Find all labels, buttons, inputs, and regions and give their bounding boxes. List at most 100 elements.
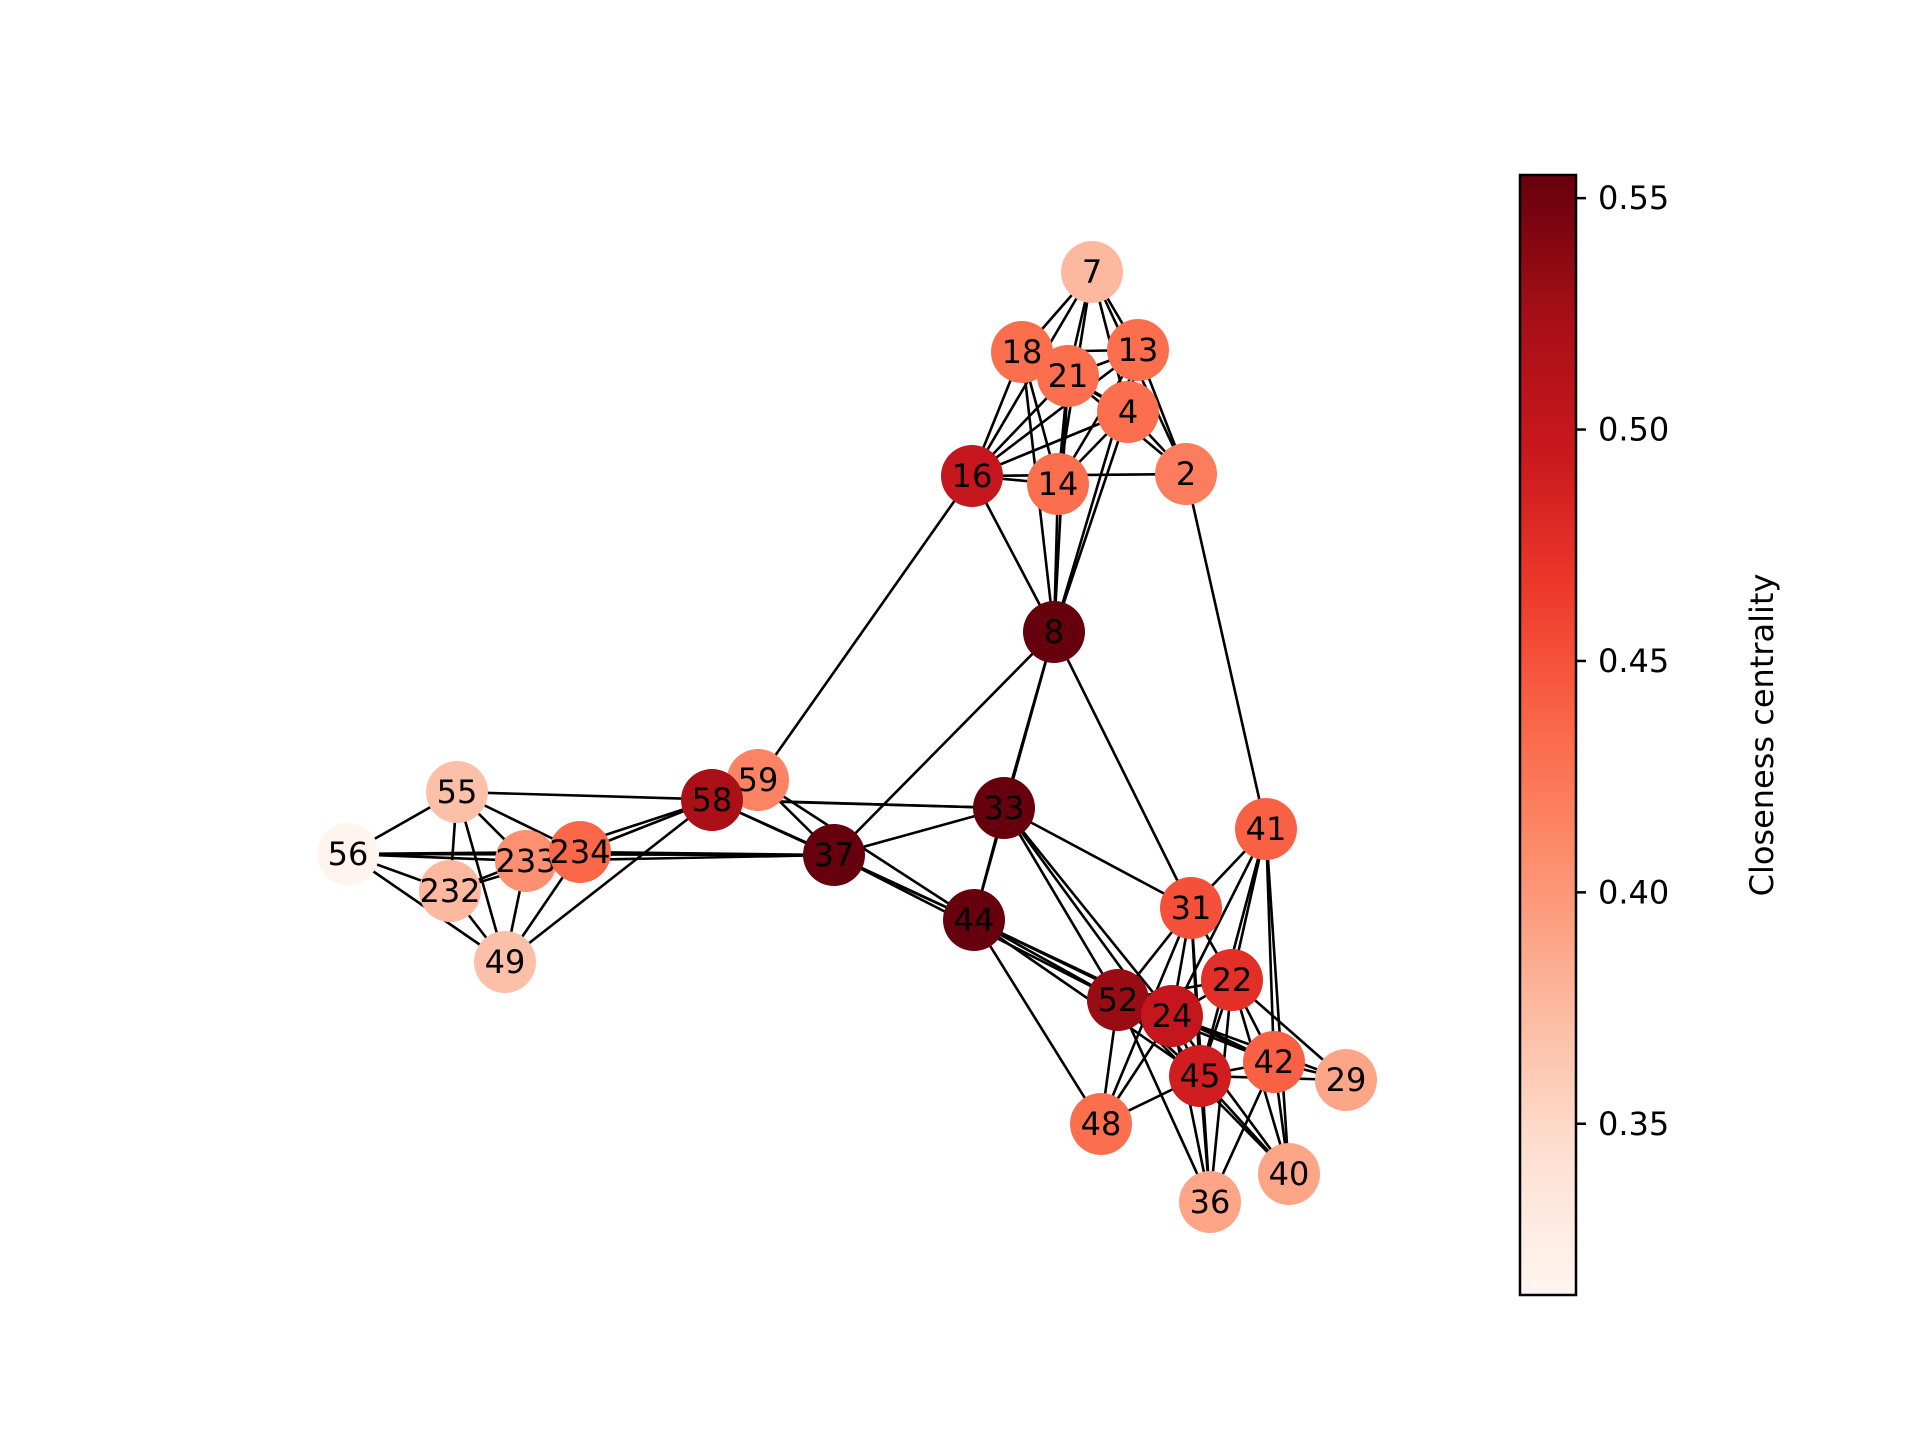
edge-24-40	[1170, 1015, 1291, 1175]
node-234: 234	[549, 821, 611, 883]
node-circle-36	[1179, 1171, 1241, 1233]
node-8: 8	[1023, 601, 1085, 663]
edge-4-8	[1052, 411, 1130, 633]
edge-13-16	[971, 348, 1139, 478]
node-label-22: 22	[1212, 961, 1253, 999]
node-18: 18	[991, 321, 1053, 383]
node-label-42: 42	[1254, 1043, 1295, 1081]
node-circle-22	[1201, 949, 1263, 1011]
node-label-41: 41	[1246, 810, 1287, 848]
colorbar-ticks: 0.35 0.40 0.45 0.50 0.55	[1576, 179, 1669, 1143]
node-7: 7	[1061, 241, 1123, 303]
node-label-58: 58	[692, 781, 733, 819]
node-label-16: 16	[952, 457, 993, 495]
node-circle-232	[419, 860, 481, 922]
node-label-55: 55	[437, 773, 478, 811]
node-circle-45	[1169, 1045, 1231, 1107]
node-label-14: 14	[1038, 465, 1079, 503]
node-232: 232	[419, 860, 481, 922]
node-circle-18	[991, 321, 1053, 383]
colorbar-tick-label: 0.55	[1598, 179, 1669, 217]
node-circle-7	[1061, 241, 1123, 303]
node-label-48: 48	[1081, 1105, 1122, 1143]
node-circle-55	[426, 761, 488, 823]
node-circle-234	[549, 821, 611, 883]
node-label-13: 13	[1118, 331, 1159, 369]
edge-24-36	[1170, 1015, 1212, 1203]
node-41: 41	[1235, 798, 1297, 860]
edge-52-36	[1116, 999, 1212, 1203]
node-24: 24	[1141, 985, 1203, 1047]
node-55: 55	[426, 761, 488, 823]
node-circle-56	[317, 823, 379, 885]
edge-44-48	[972, 919, 1103, 1125]
node-22: 22	[1201, 949, 1263, 1011]
edge-37-234	[579, 850, 835, 857]
edge-58-49	[504, 798, 713, 964]
node-33: 33	[973, 777, 1035, 839]
node-42: 42	[1243, 1031, 1305, 1093]
node-label-234: 234	[549, 833, 610, 871]
node-4: 4	[1097, 381, 1159, 443]
node-36: 36	[1179, 1171, 1241, 1233]
node-40: 40	[1258, 1143, 1320, 1205]
node-label-33: 33	[984, 789, 1025, 827]
node-29: 29	[1315, 1049, 1377, 1111]
edge-2-41	[1184, 473, 1268, 830]
node-circle-29	[1315, 1049, 1377, 1111]
node-label-44: 44	[954, 901, 995, 939]
node-circle-8	[1023, 601, 1085, 663]
node-circle-40	[1258, 1143, 1320, 1205]
node-label-59: 59	[738, 761, 779, 799]
node-label-36: 36	[1190, 1183, 1231, 1221]
colorbar-tick-label: 0.40	[1598, 873, 1669, 911]
edge-41-40	[1264, 828, 1291, 1175]
node-circle-2	[1155, 443, 1217, 505]
edge-33-31	[1003, 806, 1192, 910]
colorbar-tick-label: 0.50	[1598, 411, 1669, 449]
node-circle-4	[1097, 381, 1159, 443]
node-circle-37	[803, 824, 865, 886]
node-49: 49	[474, 931, 536, 993]
node-label-40: 40	[1269, 1155, 1310, 1193]
node-circle-21	[1037, 345, 1099, 407]
node-circle-13	[1107, 319, 1169, 381]
node-52: 52	[1087, 969, 1149, 1031]
node-circle-33	[973, 777, 1035, 839]
node-label-24: 24	[1152, 997, 1193, 1035]
node-circle-31	[1160, 877, 1222, 939]
node-circle-16	[941, 445, 1003, 507]
node-label-21: 21	[1048, 357, 1089, 395]
node-56: 56	[317, 823, 379, 885]
node-58: 58	[681, 769, 743, 831]
node-21: 21	[1037, 345, 1099, 407]
edge-8-31	[1052, 631, 1193, 909]
edge-16-59	[756, 475, 974, 781]
node-31: 31	[1160, 877, 1222, 939]
node-circle-48	[1070, 1093, 1132, 1155]
node-2: 2	[1155, 443, 1217, 505]
node-label-52: 52	[1098, 981, 1139, 1019]
colorbar-tick-label: 0.45	[1598, 642, 1669, 680]
node-37: 37	[803, 824, 865, 886]
node-circle-233	[495, 830, 557, 892]
node-44: 44	[943, 889, 1005, 951]
node-circle-52	[1087, 969, 1149, 1031]
edge-33-24	[1002, 807, 1174, 1017]
node-label-18: 18	[1002, 333, 1043, 371]
node-circle-44	[943, 889, 1005, 951]
node-circle-41	[1235, 798, 1297, 860]
node-label-49: 49	[485, 943, 526, 981]
node-label-233: 233	[495, 842, 556, 880]
edge-8-37	[833, 631, 1055, 856]
node-label-56: 56	[328, 835, 369, 873]
node-label-31: 31	[1171, 889, 1212, 927]
colorbar-gradient	[1518, 173, 1578, 1297]
node-label-232: 232	[419, 872, 480, 910]
node-label-45: 45	[1180, 1057, 1221, 1095]
node-14: 14	[1027, 453, 1089, 515]
node-circle-49	[474, 931, 536, 993]
colorbar: 0.35 0.40 0.45 0.50 0.55 Closeness centralit…	[1518, 173, 1781, 1297]
node-13: 13	[1107, 319, 1169, 381]
